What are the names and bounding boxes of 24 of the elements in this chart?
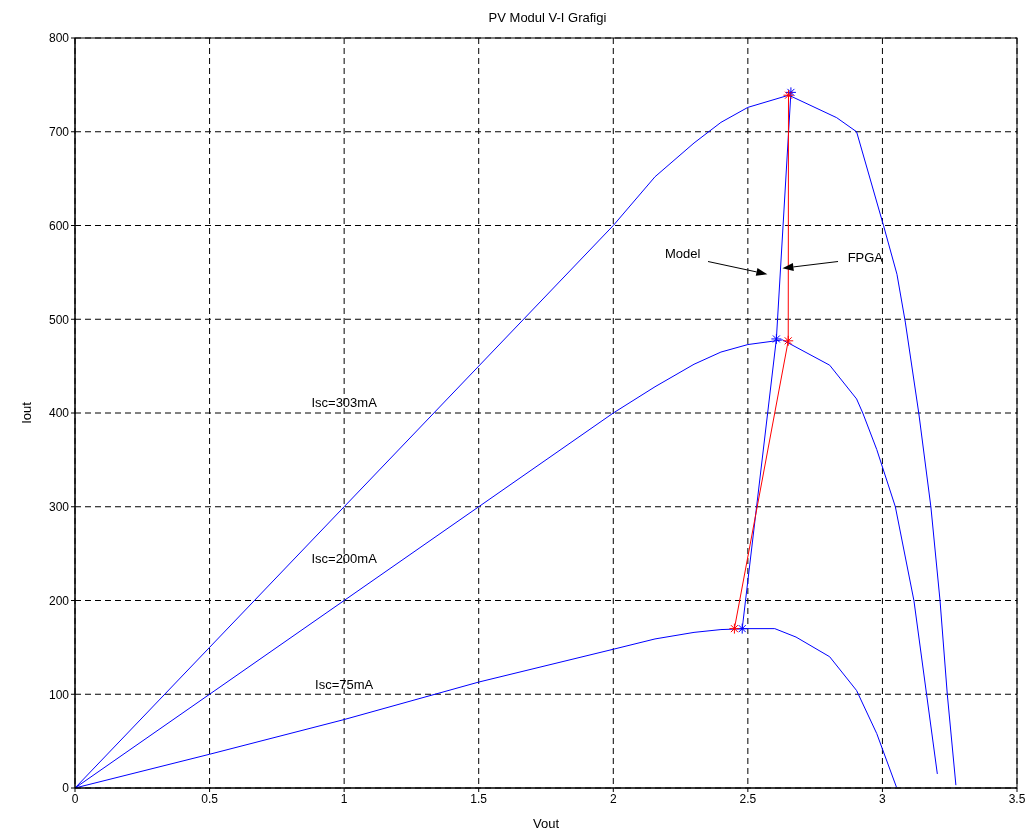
y-tick-label: 800 <box>48 31 70 46</box>
y-tick-label: 200 <box>48 593 70 608</box>
y-tick-label: 400 <box>48 406 70 421</box>
y-tick-label: 600 <box>48 218 70 233</box>
annotation: FPGA <box>847 249 884 265</box>
y-tick-label: 700 <box>48 125 70 140</box>
chart-title: PV Modul V-I Grafigi <box>487 10 608 25</box>
x-tick-label: 1 <box>340 791 348 806</box>
x-tick-label: 3 <box>879 791 887 806</box>
y-tick-label: 100 <box>48 687 70 702</box>
annotation: Isc=200mA <box>311 551 378 566</box>
x-tick-label: 1.5 <box>470 791 488 806</box>
x-axis-title: Vout <box>532 816 560 831</box>
annotation: Isc=75mA <box>315 677 374 693</box>
y-tick-label: 500 <box>48 312 70 327</box>
annotation: Isc=303mA <box>311 395 378 410</box>
x-tick-label: 3.5 <box>1008 791 1026 806</box>
y-tick-label: 300 <box>48 500 70 515</box>
x-tick-label: 0.5 <box>201 791 219 806</box>
y-tick-label: 0 <box>62 781 70 796</box>
annotation: Model <box>664 245 701 261</box>
y-axis-title: Iout <box>18 401 34 424</box>
x-tick-label: 2 <box>609 791 617 806</box>
x-tick-label: 2.5 <box>739 791 757 806</box>
